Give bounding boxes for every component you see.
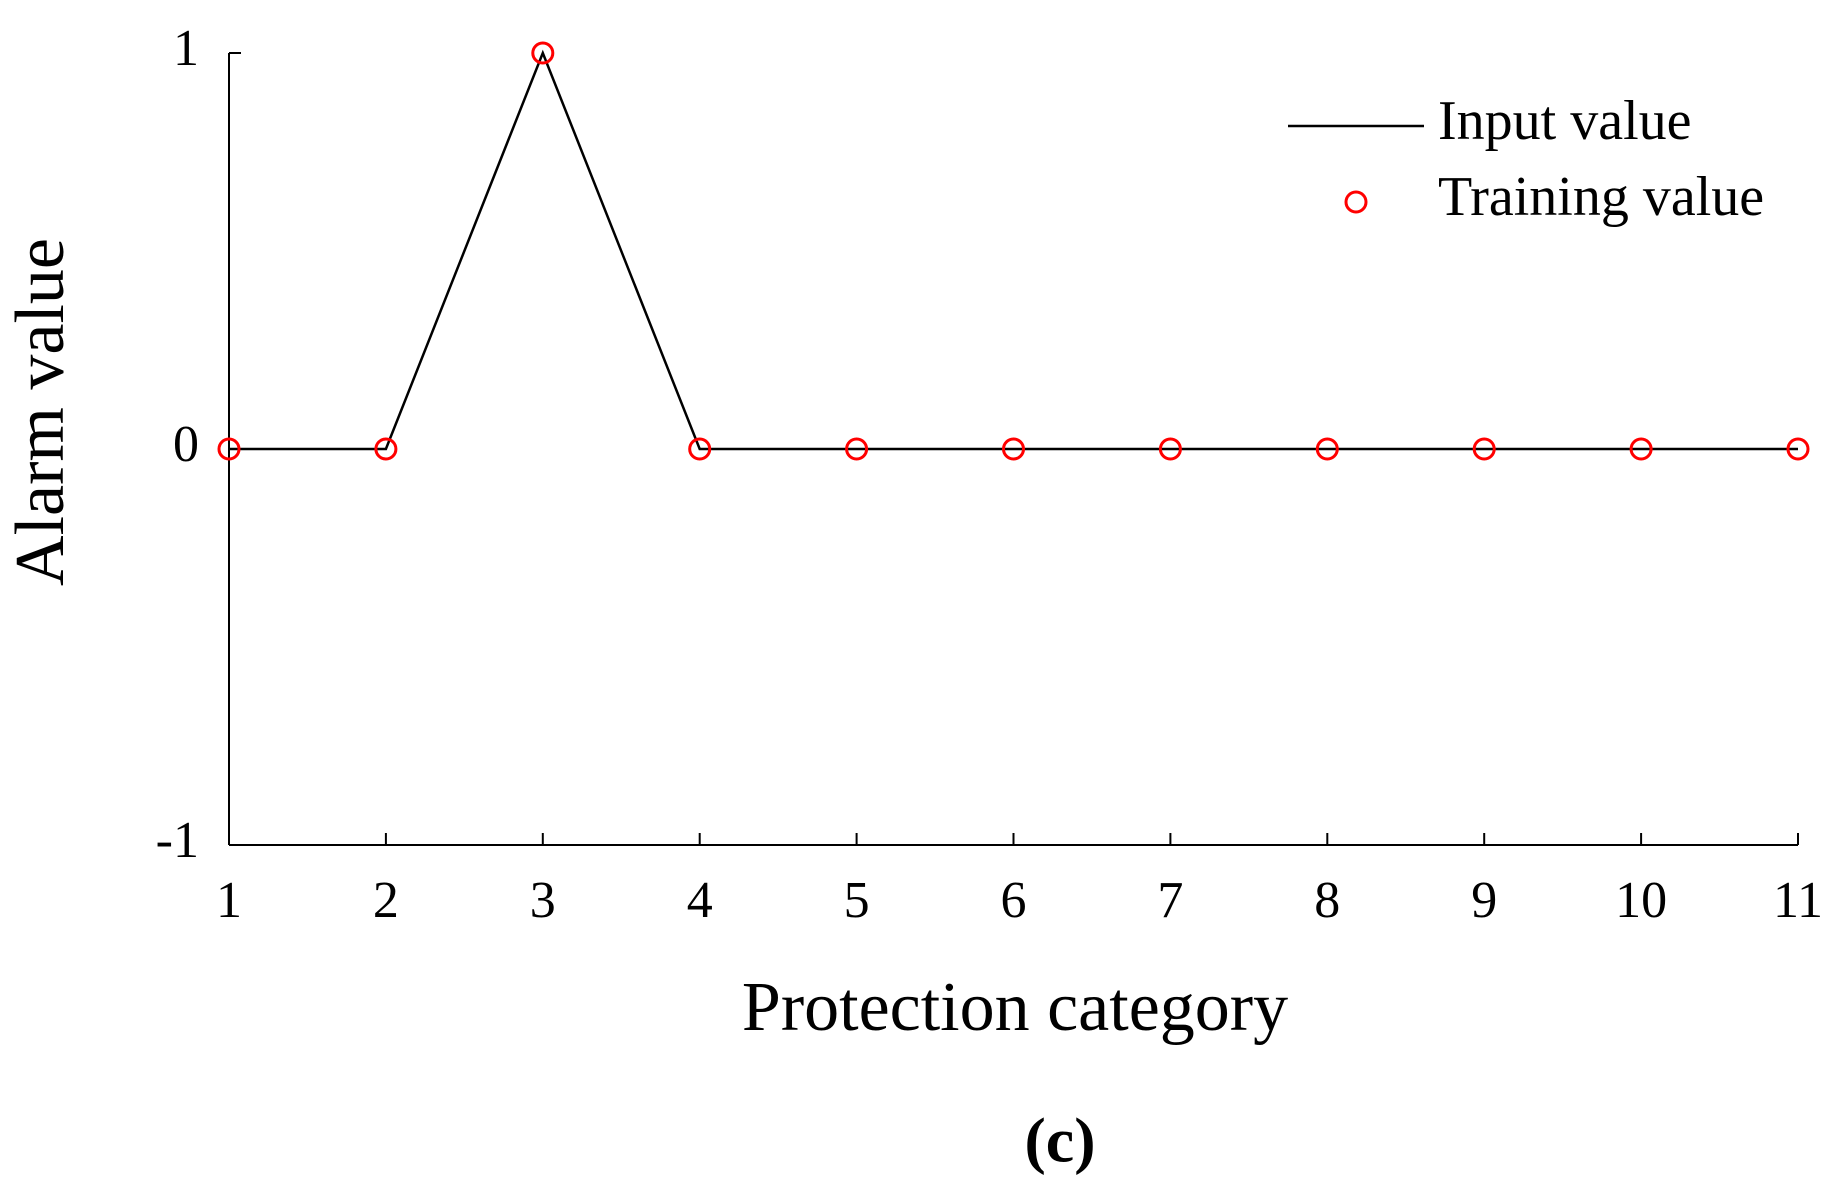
y-tick-label: 1 <box>173 20 199 77</box>
legend-label: Training value <box>1438 166 1764 228</box>
y-axis-label: Alarm value <box>2 238 79 586</box>
y-tick-label: 0 <box>173 416 199 473</box>
x-tick-label: 6 <box>1001 872 1027 929</box>
data-point <box>1472 437 1496 461</box>
data-point <box>1786 437 1810 461</box>
x-axis-label: Protection category <box>742 969 1288 1046</box>
x-tick-label: 2 <box>373 872 399 929</box>
data-point <box>1158 437 1182 461</box>
data-point <box>1002 437 1025 461</box>
x-tick-label: 1 <box>216 872 242 929</box>
data-point <box>531 41 555 65</box>
data-point <box>1629 437 1653 461</box>
data-point <box>688 437 712 461</box>
x-tick-label: 5 <box>844 872 870 929</box>
data-point <box>1315 437 1339 461</box>
x-tick-label: 3 <box>530 872 556 929</box>
legend-marker <box>1344 190 1368 214</box>
data-point <box>845 437 869 461</box>
x-tick-label: 7 <box>1157 872 1183 929</box>
x-tick-label: 9 <box>1471 872 1497 929</box>
data-point <box>217 437 241 461</box>
data-line <box>229 49 1798 451</box>
x-tick-label: 8 <box>1314 872 1340 929</box>
x-tick-label: 10 <box>1615 872 1667 929</box>
x-tick-label: 4 <box>687 872 713 929</box>
caption: (c) <box>1024 1105 1095 1176</box>
y-tick-label: -1 <box>156 812 199 869</box>
legend-label: Input value <box>1438 90 1691 152</box>
x-tick-label: 11 <box>1773 872 1823 929</box>
data-point <box>374 437 398 461</box>
